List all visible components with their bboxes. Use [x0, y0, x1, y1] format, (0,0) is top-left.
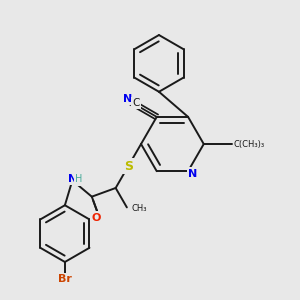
Text: H: H: [75, 175, 82, 184]
Text: N: N: [188, 169, 197, 178]
Text: N: N: [123, 94, 132, 104]
Text: C: C: [133, 98, 140, 108]
Text: S: S: [124, 160, 133, 172]
Text: Br: Br: [58, 274, 72, 284]
Text: C(CH₃)₃: C(CH₃)₃: [234, 140, 265, 148]
Text: CH₃: CH₃: [131, 204, 147, 213]
Text: O: O: [92, 213, 101, 223]
Text: N: N: [68, 174, 77, 184]
